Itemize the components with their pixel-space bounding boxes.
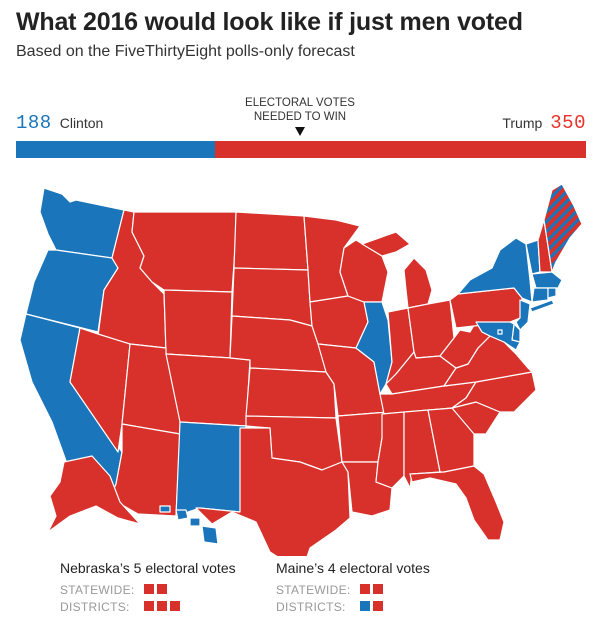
trump-vote-square	[157, 600, 167, 611]
maine-statewide-row: STATEWIDE:	[276, 581, 430, 598]
trump-vote-square	[157, 583, 167, 594]
electoral-vote-bar	[16, 141, 586, 158]
state-NM	[175, 421, 247, 517]
nebraska-districts-label: DISTRICTS:	[60, 599, 130, 614]
maine-districts-label: DISTRICTS:	[276, 599, 346, 614]
maine-legend: Maine’s 4 electoral votes STATEWIDE: DIS…	[276, 560, 430, 615]
nebraska-district-squares	[144, 600, 183, 614]
clinton-tally: 188 Clinton	[16, 112, 103, 134]
state-DC	[497, 329, 503, 335]
nebraska-districts-row: DISTRICTS:	[60, 598, 236, 615]
clinton-vote-count: 188	[16, 112, 52, 134]
maine-legend-title: Maine’s 4 electoral votes	[276, 560, 430, 576]
nebraska-legend: Nebraska’s 5 electoral votes STATEWIDE: …	[60, 560, 236, 615]
threshold-arrow-icon	[295, 127, 305, 136]
clinton-vote-square	[360, 600, 370, 611]
state-TX	[195, 427, 351, 556]
clinton-bar-segment	[16, 141, 216, 158]
trump-tally: Trump 350	[502, 112, 586, 134]
trump-vote-square	[360, 583, 370, 594]
state-FL	[409, 465, 505, 541]
nebraska-statewide-squares	[144, 583, 170, 597]
state-CO	[165, 353, 251, 427]
map-subtitle: Based on the FiveThirtyEight polls-only …	[16, 43, 355, 60]
trump-vote-square	[144, 600, 154, 611]
trump-vote-square	[373, 600, 383, 611]
state-ND	[233, 211, 309, 271]
state-ME	[543, 183, 583, 273]
state-RI	[547, 287, 557, 299]
state-WY	[163, 289, 233, 359]
votes-needed-label: ELECTORAL VOTES NEEDED TO WIN	[200, 96, 400, 124]
nebraska-statewide-row: STATEWIDE:	[60, 581, 236, 598]
trump-vote-square	[144, 583, 154, 594]
state-MI	[361, 231, 433, 309]
maine-statewide-squares	[360, 583, 386, 597]
maine-district-squares	[360, 600, 386, 614]
map-title: What 2016 would look like if just men vo…	[16, 8, 523, 36]
maine-statewide-label: STATEWIDE:	[276, 582, 351, 597]
state-MA	[531, 271, 563, 289]
nebraska-legend-title: Nebraska’s 5 electoral votes	[60, 560, 236, 576]
trump-vote-square	[373, 583, 383, 594]
trump-name: Trump	[502, 115, 543, 131]
state-HI	[159, 505, 219, 545]
trump-vote-square	[170, 600, 180, 611]
state-MD	[475, 321, 521, 351]
trump-vote-count: 350	[550, 112, 586, 134]
state-KS	[245, 367, 337, 419]
trump-bar-segment	[215, 141, 586, 158]
votes-needed-line-1: ELECTORAL VOTES	[245, 97, 355, 109]
state-CT	[531, 287, 549, 303]
votes-needed-line-2: NEEDED TO WIN	[253, 111, 347, 123]
state-IL	[355, 301, 393, 395]
state-AK	[47, 455, 141, 533]
state-NC	[451, 371, 537, 413]
maine-districts-row: DISTRICTS:	[276, 598, 430, 615]
nebraska-statewide-label: STATEWIDE:	[60, 582, 135, 597]
state-WA	[39, 187, 125, 259]
us-electoral-map	[19, 183, 583, 556]
clinton-name: Clinton	[59, 115, 104, 131]
